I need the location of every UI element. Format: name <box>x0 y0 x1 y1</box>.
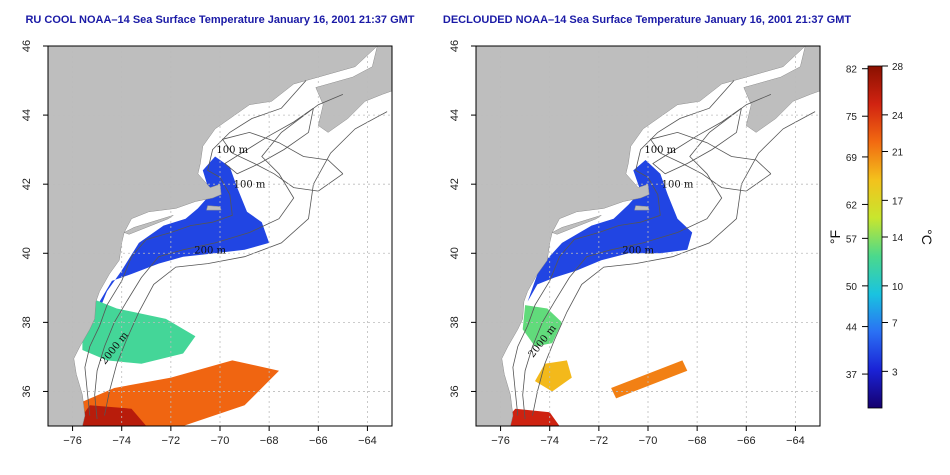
bathymetry-contour-2 <box>104 111 388 416</box>
contour-label: 100 m <box>644 145 676 156</box>
y-tick-label: 38 <box>449 316 461 328</box>
x-tick-label: −68 <box>260 435 279 447</box>
y-tick-label: 36 <box>449 385 461 397</box>
x-tick-label: −74 <box>112 435 131 447</box>
colorbar-f-tick-label: 44 <box>846 323 858 334</box>
y-tick-label: 42 <box>449 178 461 190</box>
y-tick-label: 36 <box>21 385 33 397</box>
sst-region-0 <box>97 156 270 316</box>
sst-region-4 <box>611 360 688 399</box>
colorbar-fahrenheit-ticks: 82 75 69 62 57 50 44 37 <box>846 65 868 381</box>
bathymetry-contour-2 <box>532 111 816 416</box>
x-tick-label: −76 <box>491 435 510 447</box>
x-tick-label: −66 <box>309 435 328 447</box>
colorbar-c-tick-label: 3 <box>892 367 898 378</box>
sst-region-2 <box>535 360 572 392</box>
right-bathymetry-contours <box>512 80 816 420</box>
right-y-axis: 36 38 40 42 44 46 <box>449 40 476 398</box>
y-tick-label: 46 <box>21 40 33 52</box>
right-x-axis: −76 −74 −72 −70 −68 −66 −64 <box>491 426 805 447</box>
contour-label: 100 m <box>234 180 266 191</box>
colorbar-c-tick-label: 17 <box>892 196 904 207</box>
colorbar-f-tick-label: 62 <box>846 200 858 211</box>
x-tick-label: −72 <box>590 435 609 447</box>
x-tick-label: −70 <box>639 435 658 447</box>
fahrenheit-unit-label: °F <box>827 230 843 244</box>
bathymetry-contour-1 <box>94 94 344 420</box>
y-tick-label: 46 <box>449 40 461 52</box>
x-tick-label: −70 <box>211 435 230 447</box>
right-sst-layer <box>500 160 693 426</box>
colorbar-celsius-ticks: 28 24 21 17 14 10 7 3 <box>882 62 904 378</box>
sst-region-1 <box>522 305 562 347</box>
x-tick-label: −72 <box>162 435 181 447</box>
colorbar-c-tick-label: 24 <box>892 111 904 122</box>
left-panel-title: RU COOL NOAA–14 Sea Surface Temperature … <box>25 14 414 26</box>
y-tick-label: 44 <box>21 109 33 121</box>
y-tick-label: 40 <box>21 247 33 259</box>
y-tick-label: 38 <box>21 316 33 328</box>
bathymetry-contour-0 <box>84 80 307 416</box>
colorbar-f-tick-label: 50 <box>846 282 858 293</box>
sst-region-3 <box>500 408 560 426</box>
bathymetry-contour-4 <box>224 107 314 175</box>
temperature-colorbar: 82 75 69 62 57 50 44 37 28 24 21 17 14 10 7 3 °F °C <box>827 62 935 409</box>
bathymetry-contour-0 <box>512 80 735 416</box>
bathymetry-contour-1 <box>522 94 772 420</box>
x-tick-label: −64 <box>786 435 805 447</box>
colorbar-c-tick-label: 28 <box>892 62 904 73</box>
left-y-axis: 36 38 40 42 44 46 <box>21 40 48 398</box>
sst-region-1 <box>82 294 196 364</box>
bathymetry-contour-4 <box>652 107 742 175</box>
x-tick-label: −68 <box>688 435 707 447</box>
colorbar-f-tick-label: 37 <box>846 370 858 381</box>
colorbar-f-tick-label: 69 <box>846 153 858 164</box>
x-tick-label: −74 <box>540 435 559 447</box>
celsius-unit-label: °C <box>919 229 935 245</box>
left-bathymetry-contours <box>84 80 388 420</box>
left-x-axis: −76 −74 −72 −70 −68 −66 −64 <box>63 426 377 447</box>
contour-label: 200 m <box>194 245 226 256</box>
colorbar-c-tick-label: 21 <box>892 148 904 159</box>
left-sst-layer <box>72 156 279 426</box>
colorbar-c-tick-label: 10 <box>892 282 904 293</box>
x-tick-label: −66 <box>737 435 756 447</box>
right-panel-title: DECLOUDED NOAA–14 Sea Surface Temperatur… <box>443 14 851 26</box>
sst-region-3 <box>75 405 147 426</box>
sst-region-0 <box>527 160 693 302</box>
contour-label: 200 m <box>622 245 654 256</box>
y-tick-label: 42 <box>21 178 33 190</box>
colorbar-gradient <box>867 65 883 409</box>
colorbar-f-tick-label: 82 <box>846 65 858 76</box>
right-grid <box>476 46 820 426</box>
left-grid <box>48 46 392 426</box>
y-tick-label: 44 <box>449 109 461 121</box>
colorbar-f-tick-label: 57 <box>846 234 858 245</box>
x-tick-label: −76 <box>63 435 82 447</box>
contour-label: 100 m <box>216 145 248 156</box>
x-tick-label: −64 <box>358 435 377 447</box>
colorbar-c-tick-label: 7 <box>892 319 898 330</box>
y-tick-label: 40 <box>449 247 461 259</box>
contour-label: 100 m <box>662 180 694 191</box>
colorbar-f-tick-label: 75 <box>846 112 858 123</box>
bathymetry-contour-3 <box>649 131 772 192</box>
bathymetry-contour-3 <box>221 131 344 192</box>
colorbar-c-tick-label: 14 <box>892 233 904 244</box>
